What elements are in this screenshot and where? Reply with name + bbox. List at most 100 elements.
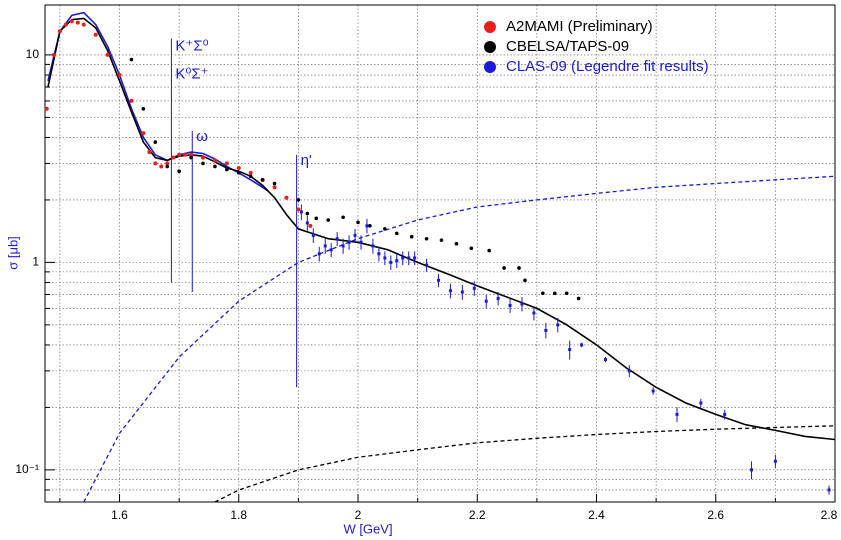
data-point bbox=[576, 296, 581, 301]
data-point bbox=[189, 152, 194, 157]
data-point bbox=[413, 256, 417, 260]
data-point bbox=[439, 238, 444, 242]
x-tick-label: 1.6 bbox=[111, 508, 128, 522]
data-point bbox=[383, 256, 387, 260]
fit-curve bbox=[47, 17, 835, 441]
data-point bbox=[341, 215, 345, 220]
y-axis-label: σ [μb] bbox=[5, 236, 20, 270]
data-point bbox=[189, 155, 193, 160]
data-point bbox=[487, 248, 491, 253]
data-point bbox=[556, 323, 560, 327]
data-point bbox=[389, 260, 393, 264]
data-point bbox=[236, 171, 241, 175]
fit-curve bbox=[47, 11, 270, 192]
data-point bbox=[359, 240, 363, 244]
data-point bbox=[299, 210, 303, 214]
data-point bbox=[448, 289, 452, 293]
data-point bbox=[383, 227, 387, 231]
data-point bbox=[165, 164, 170, 169]
data-point bbox=[484, 299, 488, 303]
data-point bbox=[335, 237, 339, 241]
data-point bbox=[153, 161, 158, 166]
x-tick-label: 2.4 bbox=[588, 508, 605, 522]
data-point bbox=[296, 207, 301, 212]
data-point bbox=[212, 158, 217, 163]
data-point bbox=[129, 57, 134, 62]
data-point bbox=[129, 98, 134, 103]
data-point bbox=[314, 216, 319, 221]
data-point bbox=[308, 223, 313, 228]
data-point bbox=[141, 106, 146, 111]
y-tick-label: 10 bbox=[26, 47, 40, 61]
data-point bbox=[296, 198, 301, 202]
x-tick-label: 2 bbox=[355, 508, 362, 522]
data-point bbox=[183, 152, 188, 157]
data-point bbox=[425, 263, 429, 267]
threshold-label: K⁺Σ⁰ bbox=[175, 37, 208, 54]
data-point bbox=[224, 161, 229, 166]
data-point bbox=[651, 389, 655, 393]
x-tick-label: 2.6 bbox=[707, 508, 724, 522]
data-point bbox=[520, 302, 524, 306]
data-point bbox=[105, 52, 110, 57]
data-point bbox=[508, 303, 512, 307]
data-point bbox=[699, 401, 703, 405]
dashed-curve bbox=[83, 175, 835, 502]
data-point bbox=[81, 22, 86, 27]
data-point bbox=[395, 259, 399, 263]
data-point bbox=[57, 29, 62, 34]
x-axis-label: W [GeV] bbox=[343, 521, 392, 536]
data-point bbox=[177, 152, 182, 157]
data-point bbox=[496, 296, 500, 300]
data-point bbox=[177, 169, 181, 174]
data-point bbox=[248, 174, 253, 179]
data-point bbox=[44, 106, 49, 111]
data-point bbox=[544, 328, 548, 332]
data-point bbox=[368, 224, 372, 228]
data-point bbox=[201, 155, 205, 160]
data-point bbox=[568, 348, 572, 352]
data-point bbox=[365, 224, 369, 228]
data-point bbox=[541, 291, 545, 296]
plot-frame bbox=[44, 4, 836, 503]
y-tick-label: 1 bbox=[32, 255, 39, 269]
data-point bbox=[750, 468, 754, 472]
data-point bbox=[517, 266, 521, 270]
dashed-curve bbox=[214, 425, 835, 502]
legend-marker bbox=[484, 21, 496, 33]
legend-label: CBELSA/TAPS-09 bbox=[506, 38, 629, 55]
data-point bbox=[356, 220, 360, 225]
data-point bbox=[305, 221, 309, 225]
data-point bbox=[236, 166, 241, 171]
data-point bbox=[377, 252, 381, 256]
data-point bbox=[141, 131, 146, 136]
data-point bbox=[827, 488, 831, 492]
x-tick-label: 1.8 bbox=[230, 508, 247, 522]
data-point bbox=[272, 181, 277, 186]
data-point bbox=[260, 178, 265, 182]
data-point bbox=[523, 278, 527, 283]
data-point bbox=[323, 244, 327, 248]
data-point bbox=[248, 170, 253, 175]
data-point bbox=[407, 256, 411, 260]
data-point bbox=[394, 231, 399, 236]
data-point bbox=[502, 266, 506, 270]
data-point bbox=[317, 252, 321, 256]
legend-label: CLAS-09 (Legendre fit results) bbox=[506, 58, 709, 75]
data-point bbox=[51, 52, 56, 57]
data-point bbox=[773, 459, 777, 463]
data-point bbox=[532, 311, 536, 315]
data-point bbox=[454, 241, 459, 246]
data-point bbox=[341, 244, 345, 248]
data-point bbox=[284, 195, 289, 200]
data-point bbox=[171, 155, 176, 160]
data-point bbox=[159, 164, 164, 169]
legend-label: A2MAMI (Preliminary) bbox=[506, 18, 653, 35]
data-point bbox=[675, 412, 679, 416]
data-point bbox=[272, 185, 277, 190]
data-point bbox=[347, 240, 351, 244]
data-point bbox=[69, 19, 74, 24]
data-point bbox=[409, 234, 414, 239]
data-point bbox=[75, 20, 80, 25]
